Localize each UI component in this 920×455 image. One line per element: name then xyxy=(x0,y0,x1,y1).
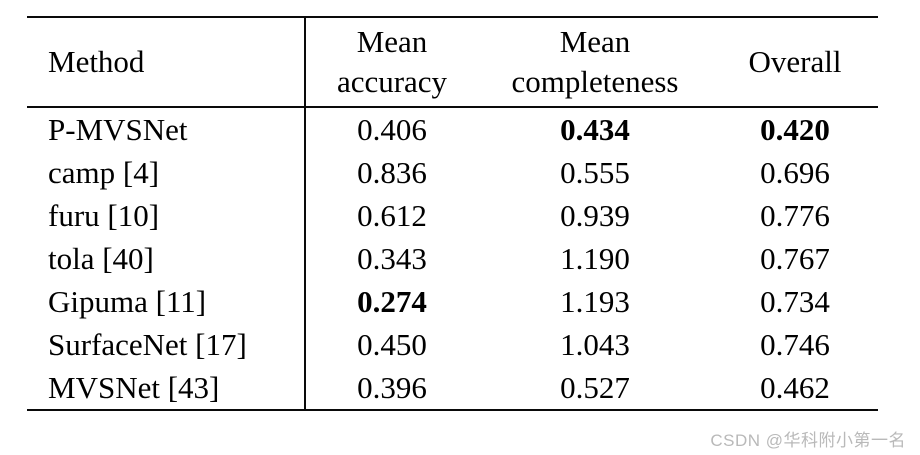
cell-method: P-MVSNet xyxy=(27,107,306,151)
cell-mean-completeness: 1.193 xyxy=(560,283,630,319)
cell-overall: 0.746 xyxy=(760,326,830,362)
cell-overall: 0.696 xyxy=(760,154,830,190)
cell-overall: 0.767 xyxy=(760,240,830,276)
cell-mean-completeness: 0.555 xyxy=(560,154,630,190)
col-header-method: Method xyxy=(27,17,306,108)
col-header-line: Mean xyxy=(559,24,631,59)
col-header-line: Mean xyxy=(356,24,428,59)
col-header-mean-completeness: Mean completeness xyxy=(478,17,712,108)
cell-mean-accuracy: 0.450 xyxy=(357,326,427,362)
col-header-overall: Overall xyxy=(712,17,878,108)
csdn-watermark: CSDN @华科附小第一名 xyxy=(710,431,906,450)
cell-mean-accuracy: 0.343 xyxy=(357,240,427,276)
results-table: Method Mean accuracy Mean completeness O… xyxy=(27,16,878,411)
cell-method: SurfaceNet [17] xyxy=(27,323,306,366)
cell-mean-completeness: 0.939 xyxy=(560,197,630,233)
cell-mean-accuracy: 0.836 xyxy=(357,154,427,190)
table-row: camp [4] 0.836 0.555 0.696 xyxy=(27,151,878,194)
cell-mean-accuracy: 0.274 xyxy=(357,283,427,319)
cell-mean-accuracy: 0.396 xyxy=(357,369,427,405)
table-row: P-MVSNet 0.406 0.434 0.420 xyxy=(27,107,878,151)
cell-mean-completeness: 0.434 xyxy=(560,111,630,147)
col-header-mean-accuracy: Mean accuracy xyxy=(305,17,478,108)
cell-mean-accuracy: 0.612 xyxy=(357,197,427,233)
cell-overall: 0.776 xyxy=(760,197,830,233)
cell-method: Gipuma [11] xyxy=(27,280,306,323)
table-row: furu [10] 0.612 0.939 0.776 xyxy=(27,194,878,237)
cell-mean-completeness: 1.043 xyxy=(560,326,630,362)
table-row: MVSNet [43] 0.396 0.527 0.462 xyxy=(27,366,878,410)
cell-overall: 0.462 xyxy=(760,369,830,405)
col-header-line: accuracy xyxy=(336,64,448,99)
cell-method: tola [40] xyxy=(27,237,306,280)
cell-overall: 0.734 xyxy=(760,283,830,319)
table-row: SurfaceNet [17] 0.450 1.043 0.746 xyxy=(27,323,878,366)
cell-method: furu [10] xyxy=(27,194,306,237)
table-row: tola [40] 0.343 1.190 0.767 xyxy=(27,237,878,280)
cell-mean-completeness: 0.527 xyxy=(560,369,630,405)
cell-mean-completeness: 1.190 xyxy=(560,240,630,276)
table-header-row: Method Mean accuracy Mean completeness O… xyxy=(27,17,878,108)
cell-mean-accuracy: 0.406 xyxy=(357,111,427,147)
col-header-line: completeness xyxy=(511,64,679,99)
cell-overall: 0.420 xyxy=(760,111,830,147)
table-row: Gipuma [11] 0.274 1.193 0.734 xyxy=(27,280,878,323)
cell-method: MVSNet [43] xyxy=(27,366,306,410)
cell-method: camp [4] xyxy=(27,151,306,194)
